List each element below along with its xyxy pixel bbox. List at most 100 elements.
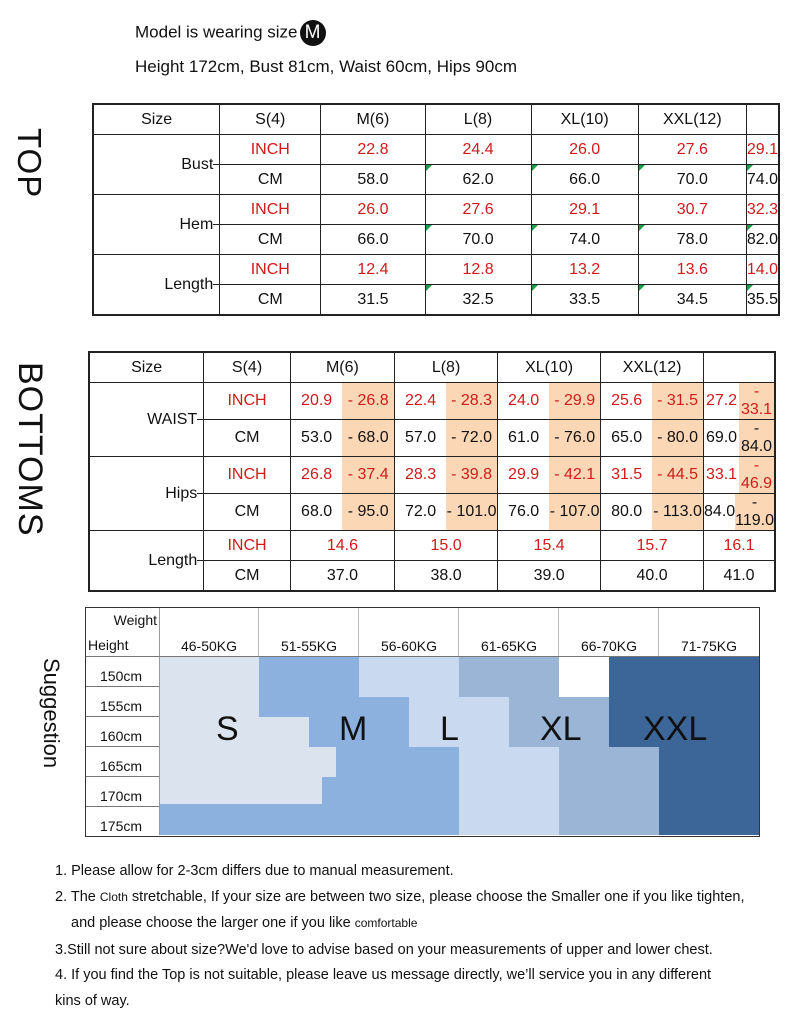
range-max: - 28.3: [446, 383, 498, 419]
unit-cm-label: CM: [219, 284, 322, 316]
region-xl: [559, 747, 659, 835]
top-cm-value: 78.0: [637, 224, 747, 255]
region-xxl: [609, 657, 759, 747]
range-max: - 33.1: [739, 383, 775, 419]
bottoms-inch-range: 31.5 - 44.5: [600, 456, 705, 494]
top-inch-value: 13.2: [530, 254, 639, 285]
size-xxl: XXL(12): [637, 103, 747, 135]
height-row-label: 160cm: [100, 728, 143, 744]
range-min: 27.2: [705, 392, 738, 409]
region-m: [159, 804, 459, 835]
range-min: 26.8: [301, 466, 333, 483]
size-m: M(6): [320, 103, 426, 135]
range-max: - 26.8: [342, 383, 395, 419]
top-inch-value: 12.8: [424, 254, 532, 285]
range-max: - 29.9: [549, 383, 601, 419]
unit-cm-label: CM: [203, 493, 291, 531]
top-inch-value: 29.1: [745, 134, 780, 165]
bottoms-measure-label: Hips: [165, 484, 198, 502]
top-inch-row: Bust INCH 22.8 24.4 26.0 27.6 29.1: [92, 134, 780, 195]
size-label-m: M: [339, 710, 368, 748]
top-cm-row: CM 31.5 32.5 33.5 34.5 35.5: [93, 284, 780, 316]
top-inch-value: 13.6: [637, 254, 747, 285]
top-measure-cell: Hem: [92, 194, 221, 255]
unit-cm-label: CM: [203, 419, 291, 457]
bottoms-inch-range: 26.8 - 37.4: [289, 456, 396, 494]
weight-axis-label: Weight: [113, 612, 157, 628]
bottoms-inch-value: 15.4: [497, 530, 602, 561]
range-min: 33.1: [705, 466, 738, 483]
bottoms-inch-value: 15.0: [394, 530, 499, 561]
range-min: 31.5: [611, 466, 643, 483]
size-label-xl: XL: [540, 710, 582, 748]
bottoms-inch-value: 14.6: [289, 530, 396, 561]
size-xl: XL(10): [530, 103, 639, 135]
unit-cm-label: CM: [219, 164, 322, 195]
top-cm-value: 34.5: [637, 284, 747, 316]
bottoms-inch-range: 25.6 - 31.5: [600, 382, 705, 420]
unit-inch-label: INCH: [203, 382, 291, 420]
range-min: 72.0: [404, 503, 437, 520]
weight-col-label: 66-70KG: [580, 638, 638, 654]
top-inch-value: 26.0: [320, 194, 426, 225]
top-section-label: TOP: [11, 128, 48, 199]
top-inch-value: 14.0: [745, 254, 780, 285]
top-inch-value: 30.7: [637, 194, 747, 225]
note-2: 2. The Cloth stretchable, If your size a…: [55, 889, 745, 905]
note-4: 4. If you find the Top is not suitable, …: [55, 967, 712, 983]
bottoms-cm-value: 37.0: [289, 560, 396, 592]
top-cm-value: 58.0: [320, 164, 426, 195]
height-axis-label: Height: [88, 637, 129, 653]
bottoms-inch-row: WAIST INCH 20.9- 26.8 22.4- 28.3 24.0- 29.9 2…: [88, 382, 776, 457]
size-xxl: XXL(12): [600, 351, 705, 383]
top-inch-value: 27.6: [424, 194, 532, 225]
bottoms-cm-range: 76.0 - 107.0: [497, 493, 602, 531]
range-min: 20.9: [301, 392, 333, 409]
region-s: [259, 777, 322, 804]
region-l: [409, 697, 509, 747]
range-min: 68.0: [301, 503, 333, 520]
bottoms-inch-value: 16.1: [703, 530, 776, 561]
bottoms-inch-range: 20.9 - 26.8: [289, 382, 396, 420]
top-inch-value: 26.0: [530, 134, 639, 165]
region-xxl: [659, 747, 759, 835]
top-cm-value: 66.0: [320, 224, 426, 255]
range-min: 29.9: [508, 466, 540, 483]
top-cm-value: 70.0: [637, 164, 747, 195]
bottoms-inch-range: 28.3 - 39.8: [394, 456, 499, 494]
bottoms-measure-label: Length: [148, 551, 198, 569]
unit-cm-label: CM: [203, 560, 291, 592]
unit-inch-label: INCH: [203, 530, 291, 561]
height-row-label: 170cm: [100, 788, 143, 804]
top-inch-value: 27.6: [637, 134, 747, 165]
range-max: - 119.0: [735, 494, 775, 530]
unit-inch-label: INCH: [203, 456, 291, 494]
bottoms-cm-row: CM 37.0 38.0 39.0 40.0 41.0: [89, 560, 776, 592]
size-label-xxl: XXL: [643, 710, 708, 748]
size-suggestion-chart: Weight Height 46-50KG 51-55KG 56-60KG 61…: [85, 607, 760, 837]
bottoms-cm-row: CM 68.0 - 95.0 72.0 - 101.0 76.0 - 107.0 80.0 - …: [89, 493, 776, 531]
top-cm-row: CM 58.0 62.0 66.0 70.0 74.0: [93, 164, 780, 195]
top-inch-row: Length INCH 12.4 12.8 13.2 13.6 14.0: [92, 254, 780, 316]
bottoms-inch-row: Length INCH 14.6 15.0 15.4 15.7 16.1: [88, 530, 776, 592]
top-size-table: Size S(4) M(6) L(8) XL(10) XXL(12) Bust I…: [92, 103, 780, 316]
top-inch-row: Hem INCH 26.0 27.6 29.1 30.7 32.3: [92, 194, 780, 255]
range-min: 53.0: [301, 429, 333, 446]
range-min: 24.0: [508, 392, 540, 409]
bottoms-cm-range: 80.0 - 113.0: [600, 493, 705, 531]
top-cm-value: 66.0: [530, 164, 639, 195]
weight-col-label: 71-75KG: [680, 638, 738, 654]
bottoms-measure-cell: Length: [88, 530, 205, 592]
note-4-cont: kins of way.: [55, 993, 130, 1009]
bottoms-measure-cell: WAIST: [88, 382, 205, 457]
bottoms-cm-range: 61.0 - 76.0: [497, 419, 602, 457]
size-xl: XL(10): [497, 351, 602, 383]
range-max: - 72.0: [446, 420, 498, 456]
bottoms-cm-range: 68.0 - 95.0: [289, 493, 396, 531]
unit-cm-label: CM: [219, 224, 322, 255]
top-cm-row: CM 66.0 70.0 74.0 78.0 82.0: [93, 224, 780, 255]
range-min: 76.0: [508, 503, 540, 520]
range-max: - 44.5: [652, 457, 704, 493]
top-cm-value: 62.0: [424, 164, 532, 195]
region-m: [336, 747, 459, 777]
